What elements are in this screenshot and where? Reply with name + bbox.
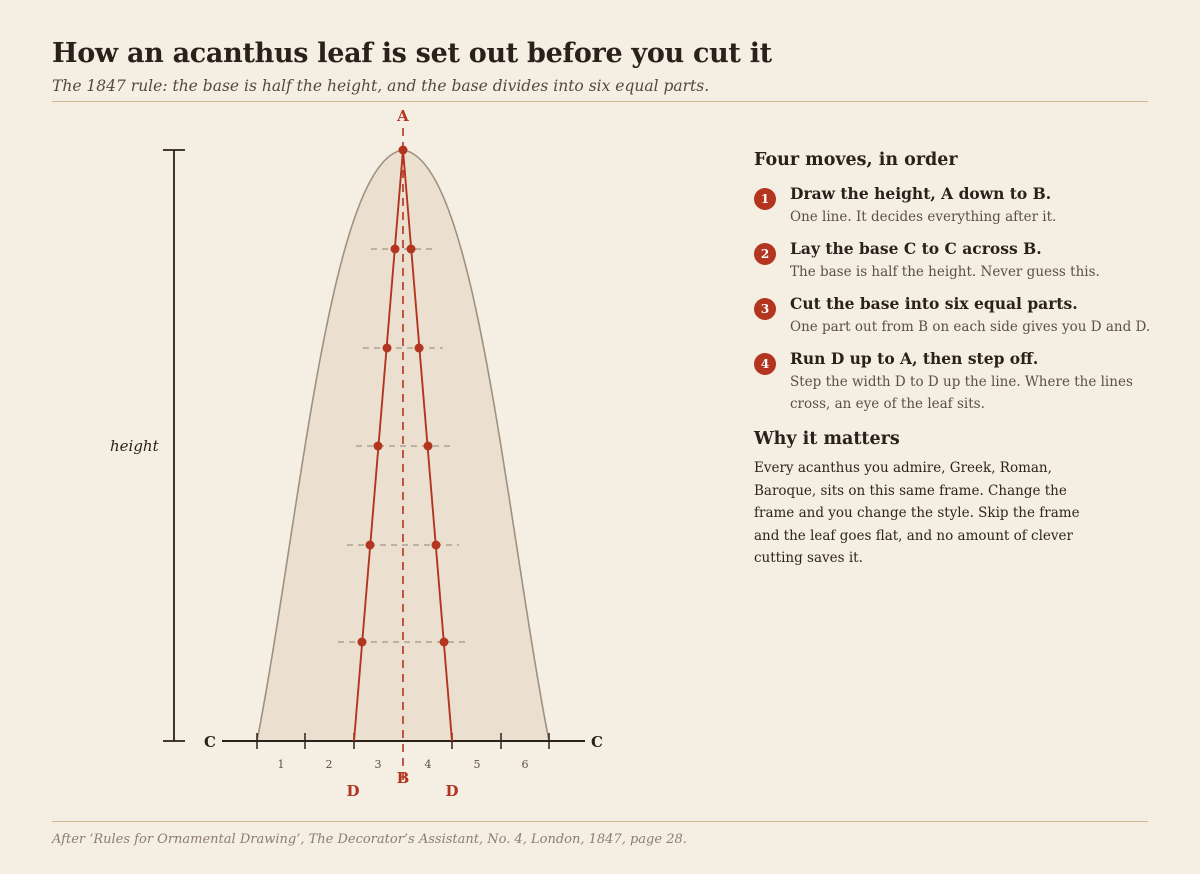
step-description: Step the width D to D up the line. Where… [790,374,1133,412]
footer-divider [52,821,1148,822]
part-label-2: 2 [326,758,333,771]
step-2: 2 Lay the base C to C across B. The base… [754,239,1154,294]
height-label: height [110,437,160,455]
part-label-6: 6 [522,758,529,771]
step-number-badge: 2 [754,243,776,265]
step-3: 3 Cut the base into six equal parts. One… [754,294,1154,349]
step-4: 4 Run D up to A, then step off. Step the… [754,349,1154,419]
step-heading: Run D up to A, then step off. [790,349,1039,368]
why-body: Every acanthus you admire, Greek, Roman,… [754,460,1080,566]
label-a: A [396,107,409,125]
step-heading: Draw the height, A down to B. [790,184,1052,203]
header-divider [52,101,1148,102]
page-subtitle: The 1847 rule: the base is half the heig… [52,77,710,95]
step-description: One part out from B on each side gives y… [790,319,1151,335]
step-1: 1 Draw the height, A down to B. One line… [754,184,1154,239]
part-label-3: 3 [375,758,382,771]
instructions-panel: Four moves, in order 1 Draw the height, … [754,150,1154,570]
step-heading: Lay the base C to C across B. [790,239,1042,258]
step-heading: Cut the base into six equal parts. [790,294,1078,313]
step-description: One line. It decides everything after it… [790,209,1057,225]
step-description: The base is half the height. Never guess… [790,264,1100,280]
label-b: B [397,769,410,787]
step-number-badge: 3 [754,298,776,320]
label-c-right: C [591,733,603,751]
step-number-badge: 1 [754,188,776,210]
source-note: After ‘Rules for Ornamental Drawing’, Th… [52,832,687,847]
part-label-5: 5 [474,758,481,771]
label-c-left: C [204,733,216,751]
height-dimension [163,149,185,742]
steps-heading: Four moves, in order [754,150,958,170]
label-d-right: D [445,782,458,800]
label-d-left: D [346,782,359,800]
leaf-eye-points [357,145,449,647]
part-numbers: 1 2 3 4 5 6 [278,758,529,771]
page-title: How an acanthus leaf is set out before y… [52,38,772,69]
why-it-matters: Why it matters Every acanthus you admire… [754,429,1154,570]
step-number-badge: 4 [754,353,776,375]
part-label-1: 1 [278,758,285,771]
part-label-4: 4 [425,758,432,771]
why-heading: Why it matters [754,429,900,449]
